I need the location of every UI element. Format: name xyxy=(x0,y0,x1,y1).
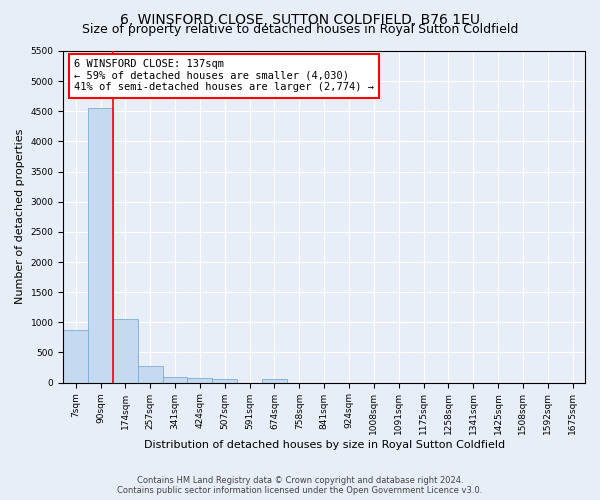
Bar xyxy=(163,377,187,382)
Bar xyxy=(138,366,163,382)
Y-axis label: Number of detached properties: Number of detached properties xyxy=(15,129,25,304)
Text: 6 WINSFORD CLOSE: 137sqm
← 59% of detached houses are smaller (4,030)
41% of sem: 6 WINSFORD CLOSE: 137sqm ← 59% of detach… xyxy=(74,60,374,92)
Text: 6, WINSFORD CLOSE, SUTTON COLDFIELD, B76 1EU: 6, WINSFORD CLOSE, SUTTON COLDFIELD, B76… xyxy=(120,12,480,26)
Text: Contains HM Land Registry data © Crown copyright and database right 2024.
Contai: Contains HM Land Registry data © Crown c… xyxy=(118,476,482,495)
X-axis label: Distribution of detached houses by size in Royal Sutton Coldfield: Distribution of detached houses by size … xyxy=(143,440,505,450)
Bar xyxy=(113,318,138,382)
Bar xyxy=(187,378,212,382)
Bar xyxy=(262,380,287,382)
Bar xyxy=(88,108,113,382)
Bar xyxy=(63,330,88,382)
Text: Size of property relative to detached houses in Royal Sutton Coldfield: Size of property relative to detached ho… xyxy=(82,22,518,36)
Bar xyxy=(212,380,237,382)
